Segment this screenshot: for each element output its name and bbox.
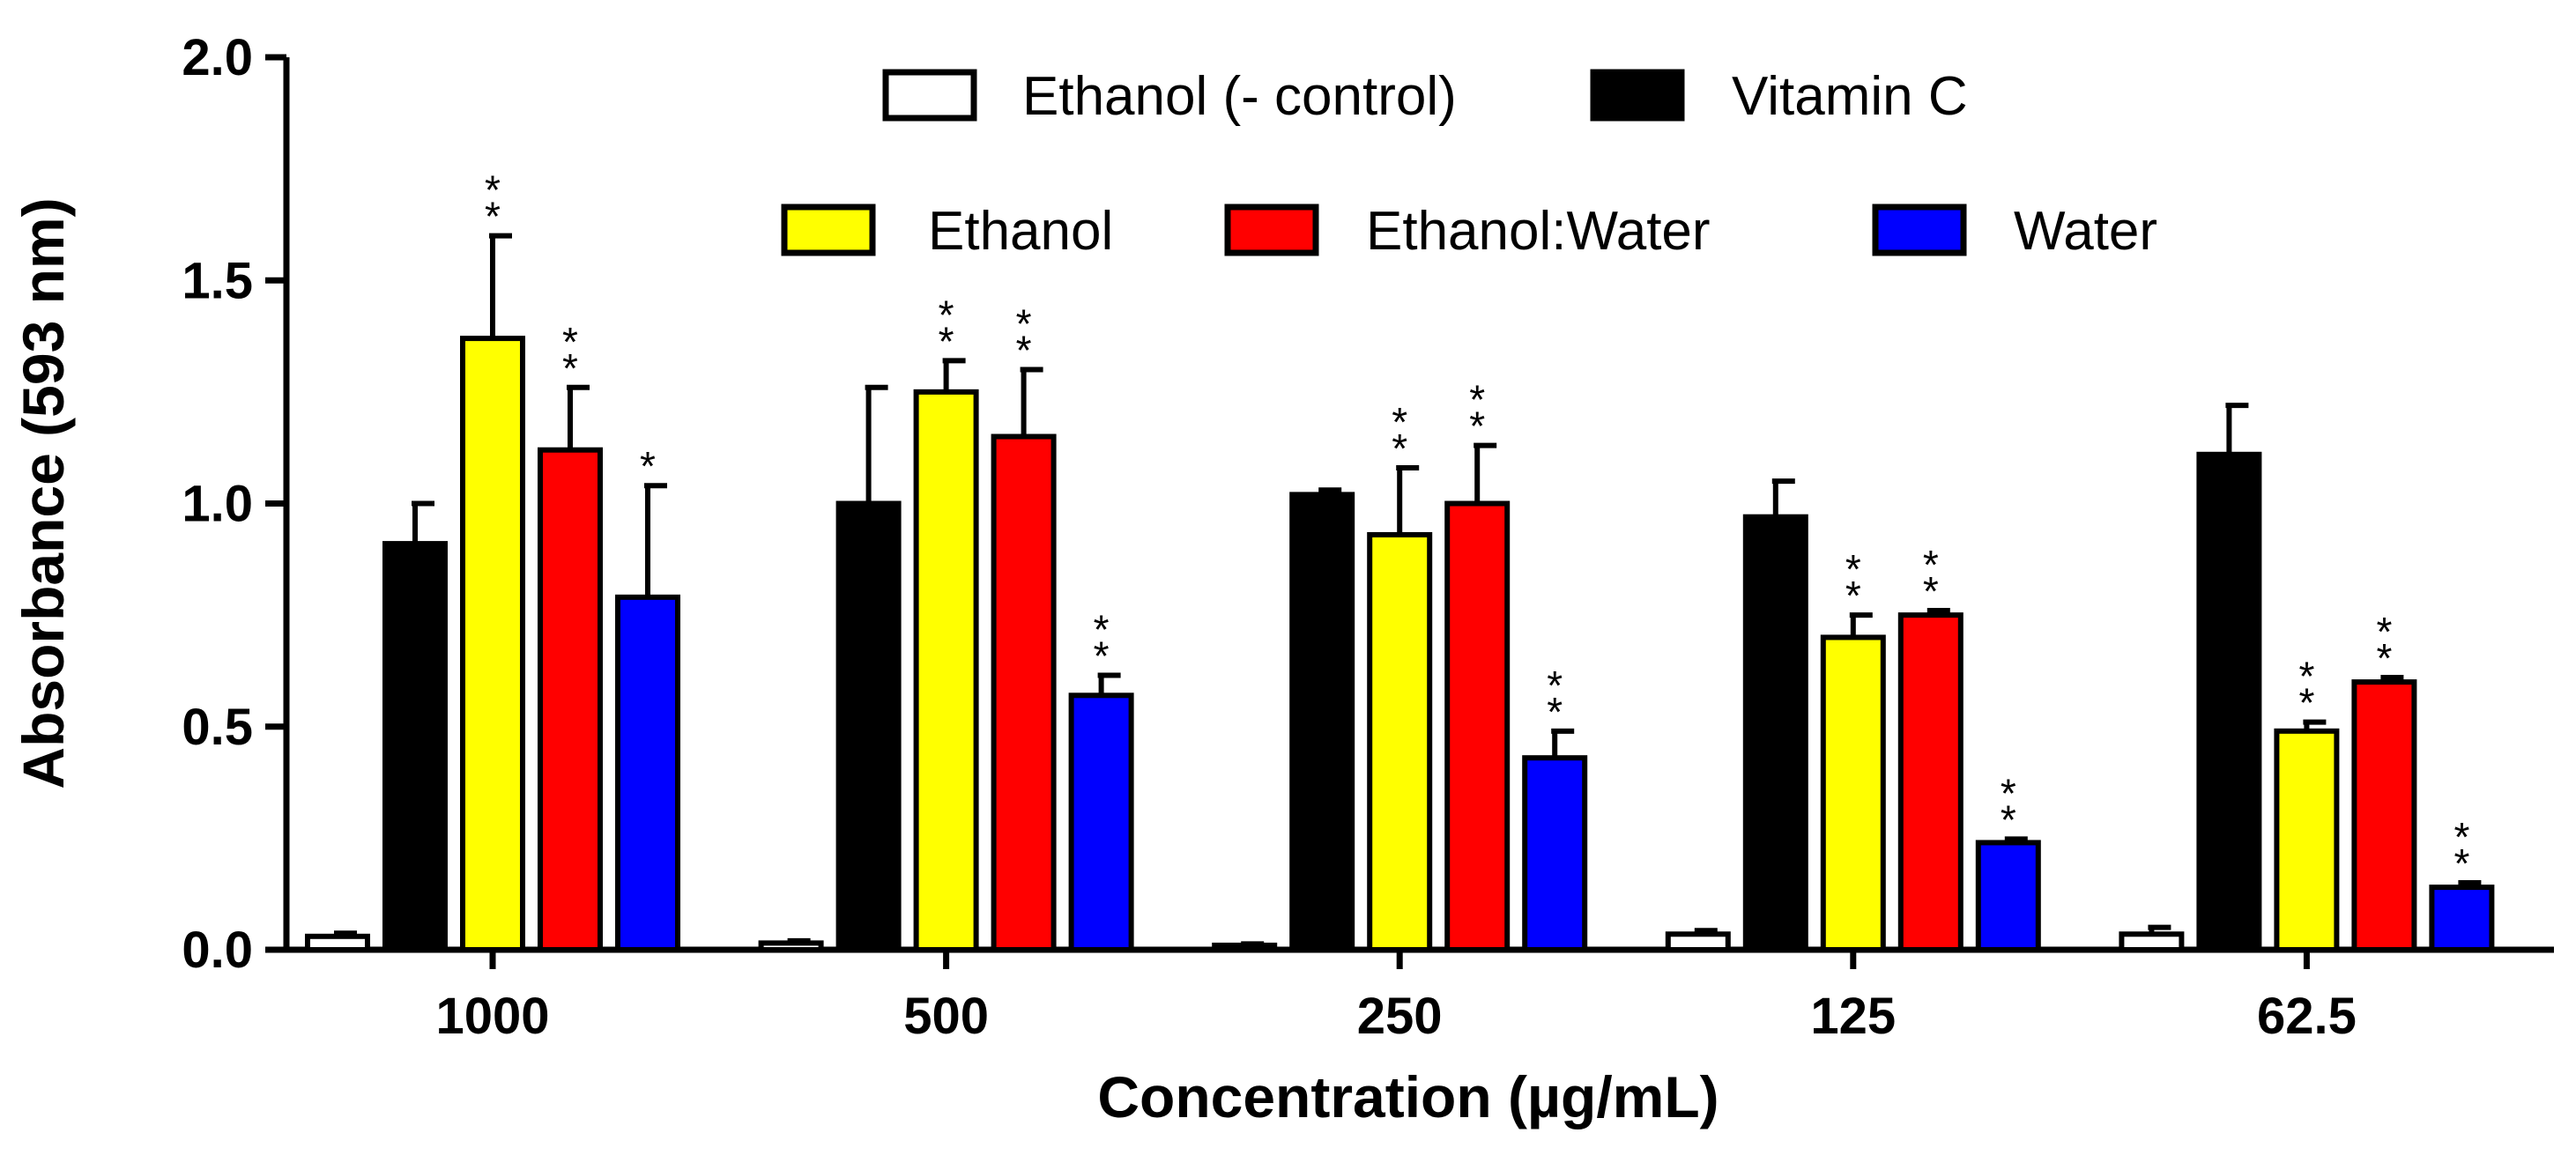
significance-star: * bbox=[1016, 328, 1032, 374]
legend-label: Water bbox=[2014, 201, 2157, 262]
significance-star: * bbox=[1392, 426, 1407, 471]
bar bbox=[1289, 492, 1355, 952]
significance-star: * bbox=[1845, 573, 1861, 618]
y-tick-label: 0.0 bbox=[182, 922, 253, 979]
significance-star: * bbox=[1392, 399, 1407, 445]
bar bbox=[1665, 931, 1731, 952]
legend-label: Ethanol (- control) bbox=[1022, 66, 1457, 127]
significance-star: * bbox=[2001, 770, 2016, 816]
significance-star: * bbox=[2376, 635, 2392, 681]
bar bbox=[1975, 840, 2041, 952]
bar bbox=[2429, 885, 2495, 953]
y-tick-label: 1.5 bbox=[182, 252, 253, 309]
significance-star: * bbox=[2376, 609, 2392, 655]
y-tick-label: 2.0 bbox=[182, 29, 253, 86]
bar bbox=[615, 594, 680, 952]
bar bbox=[1820, 634, 1886, 952]
significance-star: * bbox=[1845, 546, 1861, 592]
y-tick-label: 0.5 bbox=[182, 699, 253, 756]
bar bbox=[991, 433, 1057, 952]
bar bbox=[1068, 692, 1134, 952]
significance-star: * bbox=[485, 167, 501, 213]
bar bbox=[2196, 451, 2262, 952]
legend-label: Ethanol bbox=[928, 201, 1113, 262]
significance-star: * bbox=[939, 318, 954, 364]
bar bbox=[2274, 728, 2340, 952]
x-tick-label: 62.5 bbox=[2257, 988, 2357, 1045]
significance-star: * bbox=[562, 345, 578, 391]
significance-star: * bbox=[1094, 633, 1110, 679]
bar bbox=[2351, 679, 2417, 952]
significance-star: * bbox=[562, 319, 578, 365]
bar bbox=[2119, 931, 2185, 952]
legend-swatch bbox=[1590, 69, 1685, 122]
significance-star: * bbox=[2001, 796, 2016, 842]
significance-star: * bbox=[2298, 680, 2314, 726]
significance-star: * bbox=[1469, 404, 1485, 449]
significance-star: * bbox=[1016, 301, 1032, 347]
y-axis-title: Absorbance (593 nm) bbox=[11, 197, 76, 789]
bar bbox=[538, 447, 603, 953]
significance-star: * bbox=[939, 292, 954, 337]
x-tick-label: 1000 bbox=[435, 988, 549, 1045]
bar bbox=[1212, 942, 1278, 953]
significance-star: * bbox=[1923, 568, 1939, 614]
x-tick-label: 250 bbox=[1357, 988, 1443, 1045]
significance-star: * bbox=[1547, 689, 1563, 735]
significance-star: * bbox=[2454, 840, 2469, 886]
significance-star: * bbox=[1094, 607, 1110, 653]
y-tick-label: 1.0 bbox=[182, 476, 253, 533]
bar bbox=[1742, 514, 1808, 952]
bar bbox=[1367, 531, 1433, 953]
bar bbox=[758, 940, 824, 952]
chart-legend: Ethanol (- control) Vitamin C Ethanol Ethan… bbox=[781, 66, 2157, 262]
x-tick-label: 500 bbox=[903, 988, 989, 1045]
legend-label: Ethanol:Water bbox=[1366, 201, 1711, 262]
bar bbox=[913, 389, 979, 952]
legend-swatch bbox=[882, 69, 977, 122]
significance-star: * bbox=[2454, 814, 2469, 860]
legend-label: Vitamin C bbox=[1732, 66, 1968, 127]
legend-swatch bbox=[1872, 204, 1967, 256]
bar bbox=[1522, 755, 1588, 953]
chart-bars: ************* ****** ****** **** bbox=[305, 167, 2495, 953]
x-axis-title: Concentration (µg/mL) bbox=[1097, 1064, 1719, 1129]
bar bbox=[305, 933, 370, 953]
bar bbox=[1897, 612, 1964, 952]
significance-star: * bbox=[1469, 377, 1485, 423]
significance-star: * bbox=[1923, 542, 1939, 588]
legend-swatch bbox=[781, 204, 876, 256]
bar bbox=[460, 336, 525, 953]
bar bbox=[835, 500, 902, 952]
significance-star: * bbox=[1547, 663, 1563, 708]
bar bbox=[1444, 500, 1511, 952]
bar bbox=[382, 541, 448, 953]
legend-swatch bbox=[1224, 204, 1319, 256]
significance-star: * bbox=[2298, 654, 2314, 700]
significance-star: * bbox=[640, 443, 656, 489]
significance-star: * bbox=[485, 194, 501, 240]
x-tick-label: 125 bbox=[1810, 988, 1896, 1045]
